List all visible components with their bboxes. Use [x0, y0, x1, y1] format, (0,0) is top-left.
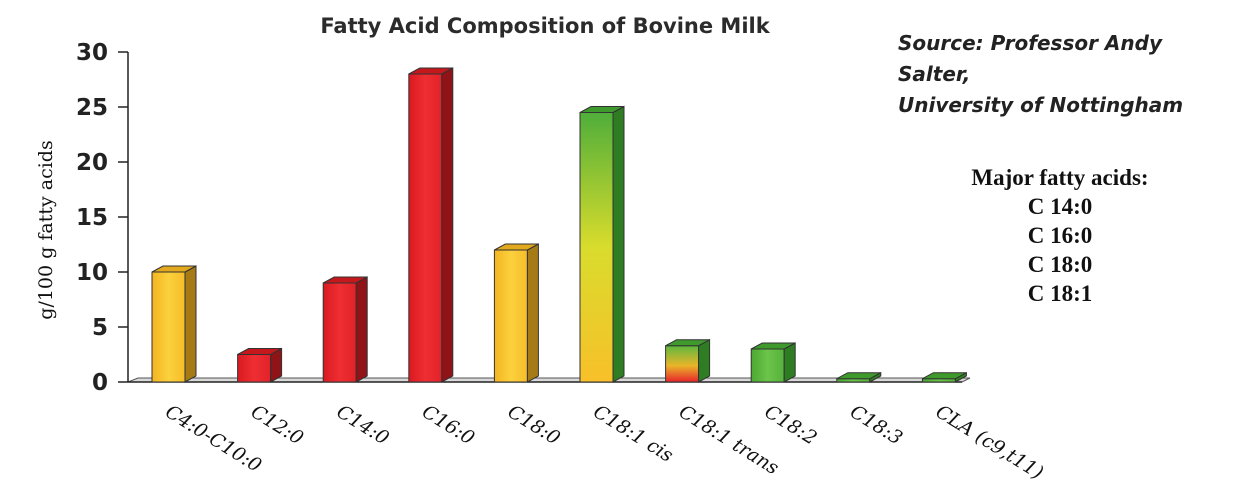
- bar-front: [493, 249, 528, 383]
- y-ticks: 0 5 10 15 20 25 30: [76, 40, 128, 396]
- bar-front: [665, 345, 700, 383]
- bar-front: [322, 282, 357, 383]
- bar-top: [408, 67, 454, 75]
- bar-side: [783, 342, 796, 383]
- bar-top: [579, 106, 625, 113]
- y-tick-label: 0: [92, 370, 108, 396]
- major-fatty-acid-item: C 14:0: [1027, 194, 1093, 219]
- bar-cla-c9-t11-: [921, 371, 967, 383]
- axes: [127, 52, 971, 383]
- y-tick-label: 15: [76, 205, 108, 231]
- y-axis-label: g/100 g fatty acids: [35, 140, 57, 319]
- major-fatty-acid-item: C 18:1: [1027, 281, 1093, 306]
- bar-side: [355, 276, 368, 383]
- major-fatty-acids-heading: Major fatty acids:: [971, 165, 1149, 190]
- bar-c14-0: [322, 276, 368, 383]
- bar-front: [151, 271, 186, 383]
- y-tick-label: 5: [92, 315, 108, 341]
- source-line-1: Source: Professor Andy Salter,: [898, 31, 1162, 86]
- bar-top: [922, 372, 967, 380]
- x-tick-label: C18:1 cis: [589, 401, 677, 467]
- y-tick-label: 30: [76, 40, 108, 66]
- bar-c12-0: [237, 347, 283, 383]
- y-tick-label: 10: [76, 260, 108, 286]
- bar-front: [408, 73, 443, 383]
- bar-side: [441, 67, 454, 383]
- bar-top: [750, 342, 796, 350]
- bars: [151, 67, 967, 383]
- chart-title: Fatty Acid Composition of Bovine Milk: [320, 14, 770, 38]
- bar-c18-1-cis: [579, 105, 625, 383]
- x-tick-label: C18:0: [504, 401, 564, 450]
- source-line-2: University of Nottingham: [898, 93, 1184, 117]
- bar-c18-1-trans: [665, 338, 711, 383]
- bar-top: [237, 348, 282, 355]
- x-tick-label: C14:0: [333, 401, 393, 450]
- bar-c18-2: [750, 342, 796, 383]
- bar-c18-0: [493, 243, 539, 383]
- bar-c4-0-c10-0: [151, 265, 197, 383]
- bar-top: [494, 243, 539, 251]
- bar-side: [184, 265, 197, 383]
- bar-c16-0: [408, 67, 454, 383]
- y-tick-label: 20: [76, 150, 108, 176]
- bar-front: [579, 112, 614, 383]
- x-tick-label: C16:0: [418, 401, 478, 450]
- x-tick-label: C18:2: [761, 401, 821, 450]
- bar-side: [526, 243, 539, 383]
- source-note: Source: Professor Andy Salter, Universit…: [898, 28, 1241, 121]
- x-tick-label: C18:3: [846, 401, 906, 450]
- bar-top: [836, 372, 882, 380]
- bar-top: [151, 265, 197, 273]
- major-fatty-acid-item: C 18:0: [1027, 252, 1093, 277]
- bar-front: [750, 348, 785, 383]
- bar-c18-3: [836, 371, 882, 383]
- x-tick-label: C12:0: [247, 401, 307, 450]
- x-tick-label: C4:0-C10:0: [161, 401, 265, 477]
- bar-top: [665, 339, 710, 347]
- bar-top: [322, 276, 368, 284]
- bar-side: [698, 338, 711, 383]
- bar-front: [237, 354, 272, 383]
- x-tick-label: CLA (c9,t11): [932, 401, 1047, 484]
- major-fatty-acid-item: C 16:0: [1027, 223, 1093, 248]
- bar-side: [612, 105, 625, 383]
- y-tick-label: 25: [76, 95, 108, 121]
- major-fatty-acids-box: Major fatty acids: C 14:0 C 16:0 C 18:0 …: [944, 163, 1176, 308]
